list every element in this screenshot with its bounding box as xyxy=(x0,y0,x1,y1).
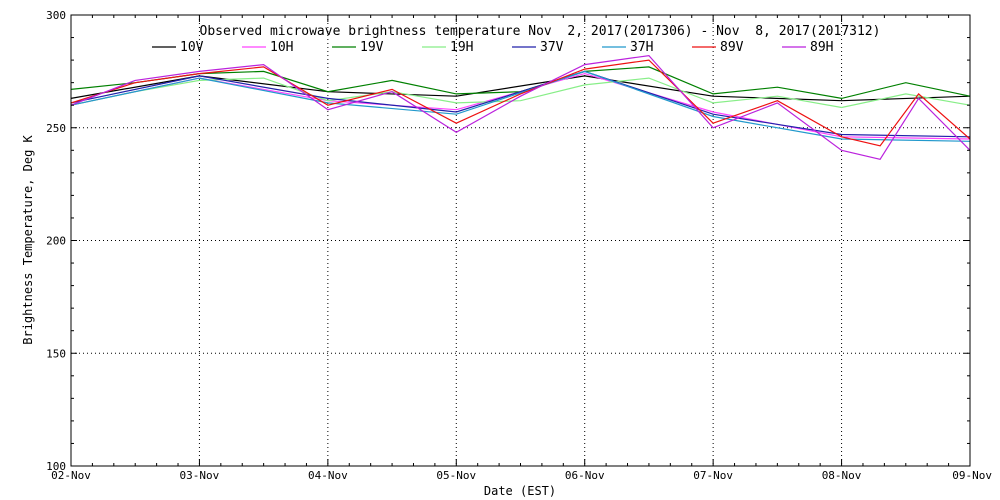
legend-label-37h: 37H xyxy=(630,40,653,55)
x-axis: 02-Nov 03-Nov 04-Nov 05-Nov 06-Nov 07-Nov 08-N… xyxy=(51,15,992,482)
x-tick-label: 08-Nov xyxy=(822,469,862,482)
series-line-37v xyxy=(70,70,971,138)
series-line-89h xyxy=(70,54,971,160)
legend: 10V 10H 19V 19H 37V 37H 89V 89H xyxy=(152,40,833,55)
legend-label-89h: 89H xyxy=(810,40,833,55)
x-tick-label: 05-Nov xyxy=(436,469,476,482)
x-tick-label: 03-Nov xyxy=(180,469,220,482)
y-axis-label: Brightness Temperature, Deg K xyxy=(21,134,35,344)
x-tick-label: 07-Nov xyxy=(693,469,733,482)
legend-label-37v: 37V xyxy=(540,40,564,55)
series-line-89v xyxy=(70,59,971,147)
legend-label-10h: 10H xyxy=(270,40,293,55)
x-tick-label: 06-Nov xyxy=(565,469,605,482)
series-line-37h xyxy=(70,70,971,142)
y-tick-label: 250 xyxy=(46,122,66,135)
series-line-10v xyxy=(70,75,971,102)
legend-label-89v: 89V xyxy=(720,40,744,55)
y-tick-label: 100 xyxy=(46,460,66,473)
y-axis: 100 150 200 250 300 xyxy=(46,9,970,473)
chart-title: Observed microwave brightness temperatur… xyxy=(200,24,881,39)
y-tick-label: 200 xyxy=(46,235,66,248)
legend-label-19v: 19V xyxy=(360,40,384,55)
x-axis-label: Date (EST) xyxy=(484,484,556,498)
x-tick-label: 04-Nov xyxy=(308,469,348,482)
x-tick-label: 02-Nov xyxy=(51,469,91,482)
y-tick-label: 300 xyxy=(46,9,66,22)
y-tick-label: 150 xyxy=(46,347,66,360)
legend-label-19h: 19H xyxy=(450,40,473,55)
series-lines xyxy=(70,54,971,160)
legend-label-10v: 10V xyxy=(180,40,204,55)
x-tick-label: 09-Nov xyxy=(952,469,992,482)
